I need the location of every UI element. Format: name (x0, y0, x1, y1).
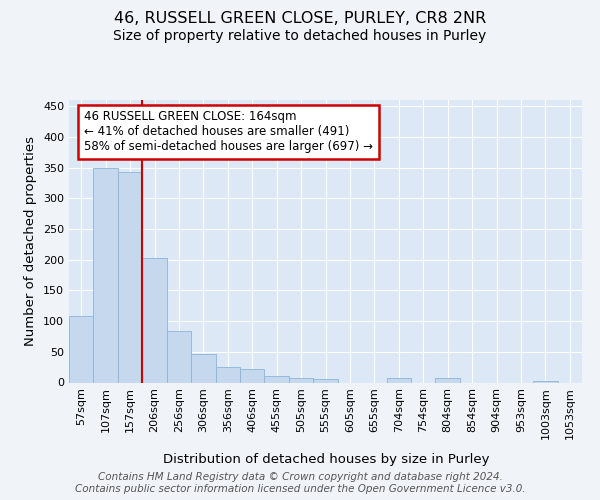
Bar (142, 258, 167, 382)
Text: 46 RUSSELL GREEN CLOSE: 164sqm
← 41% of detached houses are smaller (491)
58% of: 46 RUSSELL GREEN CLOSE: 164sqm ← 41% of … (83, 110, 373, 154)
Y-axis label: Number of detached properties: Number of detached properties (25, 136, 37, 346)
Bar (215, 367, 240, 382)
Bar (313, 379, 338, 382)
Bar (94, 168, 118, 382)
Text: Distribution of detached houses by size in Purley: Distribution of detached houses by size … (163, 452, 489, 466)
Bar (386, 378, 411, 382)
Bar (191, 354, 215, 382)
Bar (289, 378, 313, 382)
Bar (436, 378, 460, 382)
Bar (265, 376, 289, 382)
Bar (240, 369, 265, 382)
Bar (69, 316, 94, 382)
Bar (167, 331, 191, 382)
Text: 46, RUSSELL GREEN CLOSE, PURLEY, CR8 2NR: 46, RUSSELL GREEN CLOSE, PURLEY, CR8 2NR (114, 11, 486, 26)
Text: Size of property relative to detached houses in Purley: Size of property relative to detached ho… (113, 29, 487, 43)
Text: Contains HM Land Registry data © Crown copyright and database right 2024.
Contai: Contains HM Land Registry data © Crown c… (74, 472, 526, 494)
Bar (118, 172, 142, 382)
